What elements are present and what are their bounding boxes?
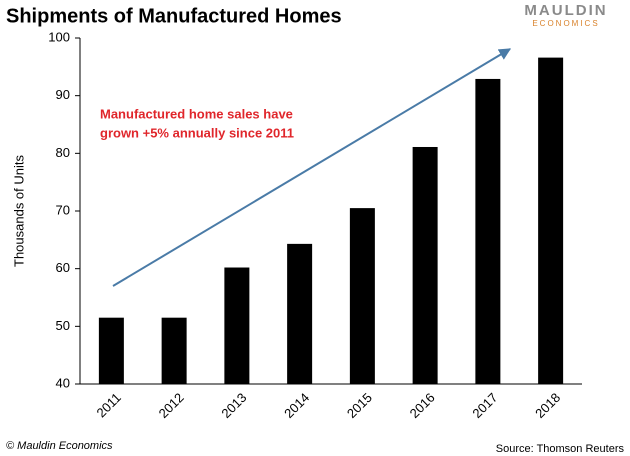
- x-tick-label: 2017: [469, 390, 500, 421]
- x-tick-label: 2012: [156, 390, 187, 421]
- y-tick-label: 40: [56, 375, 70, 390]
- bar: [475, 78, 501, 385]
- bar: [98, 317, 124, 384]
- y-tick-label: 90: [56, 87, 70, 102]
- y-tick-label: 70: [56, 202, 70, 217]
- trend-arrow: [112, 48, 512, 287]
- y-axis-label: Thousands of Units: [11, 155, 26, 268]
- bar: [287, 243, 313, 384]
- y-tick-label: 100: [48, 29, 70, 44]
- x-tick-label: 2014: [281, 390, 312, 421]
- bar: [224, 267, 250, 384]
- y-tick-label: 50: [56, 318, 70, 333]
- bar: [161, 317, 187, 384]
- bar: [412, 146, 438, 384]
- source: Source: Thomson Reuters: [496, 443, 625, 455]
- annotation: Manufactured home sales have: [100, 106, 293, 121]
- x-tick-label: 2011: [94, 390, 124, 420]
- annotation: grown +5% annually since 2011: [100, 125, 294, 140]
- x-tick-label: 2016: [407, 390, 438, 421]
- y-tick-label: 80: [56, 145, 70, 160]
- chart-title: Shipments of Manufactured Homes: [6, 5, 342, 27]
- x-tick-label: 2013: [218, 390, 249, 421]
- brand-sub: ECONOMICS: [532, 19, 599, 28]
- x-tick-label: 2018: [532, 390, 563, 421]
- copyright: © Mauldin Economics: [6, 440, 113, 452]
- brand-name: MAULDIN: [524, 2, 607, 19]
- x-tick-label: 2015: [344, 390, 375, 421]
- bar: [349, 208, 375, 384]
- y-tick-label: 60: [56, 260, 70, 275]
- bar: [538, 57, 564, 385]
